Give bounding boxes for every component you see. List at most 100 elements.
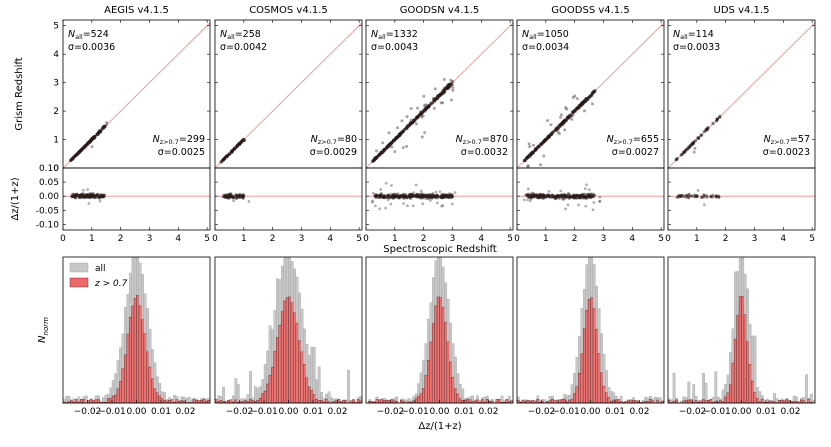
- hist-tick-label: 0.02: [780, 407, 800, 417]
- hist-bar-hi: [219, 400, 223, 404]
- scatter-outlier: [531, 143, 535, 147]
- hist-bar-all: [702, 373, 705, 404]
- scatter-outlier: [583, 109, 587, 113]
- scatter-point: [450, 80, 455, 84]
- hist-bar-hi: [617, 399, 621, 404]
- hist-bar-hi: [414, 398, 418, 404]
- residual-outlier: [221, 195, 225, 199]
- x-tick-label: 0: [60, 234, 66, 244]
- residual-point: [237, 194, 241, 198]
- x-tick-label: 3: [450, 234, 456, 244]
- scatter-point: [390, 140, 394, 144]
- scatter-point: [688, 145, 692, 149]
- x-tick-label: 1: [694, 234, 700, 244]
- residual-outlier: [379, 188, 383, 191]
- hist-bar-hi: [390, 399, 394, 404]
- hist-bar-all: [805, 374, 808, 404]
- x-tick-label: 2: [572, 234, 578, 244]
- residual-outlier: [559, 189, 563, 193]
- scatter-point: [581, 101, 585, 105]
- residual-outlier: [382, 196, 386, 200]
- n-all-label: Nall=524: [68, 29, 109, 41]
- scatter-point: [685, 147, 689, 151]
- residual-outlier: [389, 202, 393, 206]
- scatter-outlier: [451, 88, 455, 92]
- scatter-outlier: [405, 144, 409, 148]
- scatter-point: [412, 118, 416, 122]
- sigma-hi: σ=0.0023: [763, 147, 810, 158]
- hist-tick-label: −0.01: [250, 407, 278, 417]
- hist-bar-hi: [305, 377, 309, 404]
- residual-outlier: [87, 202, 91, 205]
- scatter-outlier: [229, 151, 233, 155]
- residual-point: [588, 193, 592, 197]
- scatter-outlier: [557, 132, 561, 136]
- scatter-outlier: [400, 119, 404, 123]
- residual-outlier: [587, 188, 591, 192]
- hist-bar-hi: [687, 399, 691, 404]
- hist-bar-hi: [751, 380, 754, 404]
- residual-outlier: [526, 187, 530, 191]
- hist-bar-hi: [143, 333, 147, 404]
- legend-swatch-all: [69, 262, 89, 273]
- scatter-outlier: [393, 150, 397, 154]
- hist-bar-hi: [656, 399, 660, 404]
- y-tick-label: 3: [53, 79, 59, 89]
- residual-point: [431, 195, 435, 199]
- residual-outlier: [534, 194, 538, 197]
- hist-bar-hi: [741, 296, 745, 404]
- scatter-outlier: [559, 113, 563, 117]
- scatter-outlier: [387, 131, 391, 135]
- residual-outlier: [426, 197, 430, 201]
- hist-legend: all z > 0.7: [69, 262, 128, 289]
- n-all-label: Nall=114: [673, 29, 714, 41]
- scatter-outlier: [381, 141, 385, 145]
- residual-point: [445, 194, 449, 198]
- hist-bar-all: [65, 395, 69, 404]
- scatter-point: [429, 101, 433, 105]
- scatter-point: [226, 153, 230, 157]
- hist-tick-label: −0.02: [74, 407, 102, 417]
- x-tick-label: 1: [392, 234, 398, 244]
- hist-bar-hi: [702, 399, 705, 404]
- hist-bar-hi: [285, 297, 289, 404]
- residual-outlier: [598, 199, 602, 203]
- residual-point: [98, 193, 102, 197]
- scatter-outlier: [446, 82, 450, 86]
- sigma-all: σ=0.0036: [68, 42, 115, 53]
- residual-point: [85, 194, 89, 198]
- residual-point: [87, 194, 91, 198]
- x-tick-label: 3: [601, 234, 607, 244]
- hist-bar-all: [758, 391, 762, 404]
- hist-bar-all: [185, 398, 189, 404]
- hist-tick-label: 0.01: [605, 407, 625, 417]
- hist-bar-hi: [114, 394, 118, 404]
- residual-outlier: [585, 183, 588, 187]
- hist-bar-hi: [709, 398, 713, 404]
- hist-bar-hi: [449, 361, 452, 404]
- residual-outlier: [371, 199, 374, 203]
- residual-point: [693, 193, 697, 197]
- residual-outlier: [402, 202, 405, 205]
- residual-outlier: [528, 199, 532, 203]
- scatter-outlier: [575, 97, 579, 101]
- scatter-point: [711, 121, 715, 126]
- hist-bar-hi: [753, 392, 757, 404]
- scatter-point: [240, 139, 244, 143]
- scatter-outlier: [449, 98, 453, 102]
- scatter-point: [398, 132, 402, 136]
- residual-outlier: [81, 188, 85, 192]
- hist-bar-hi: [582, 328, 586, 404]
- scatter-point: [679, 153, 683, 157]
- residual-frame: [516, 167, 665, 231]
- hist-bar-hi: [476, 399, 479, 404]
- y-axis-label: Grism Redshift: [14, 57, 25, 130]
- scatter-point: [543, 138, 547, 143]
- hist-bar-all: [173, 395, 176, 404]
- hist-bar-hi: [131, 305, 135, 404]
- hist-bar-hi: [505, 399, 509, 404]
- hist-bar-hi: [612, 399, 616, 404]
- hist-bar-hi: [424, 375, 428, 404]
